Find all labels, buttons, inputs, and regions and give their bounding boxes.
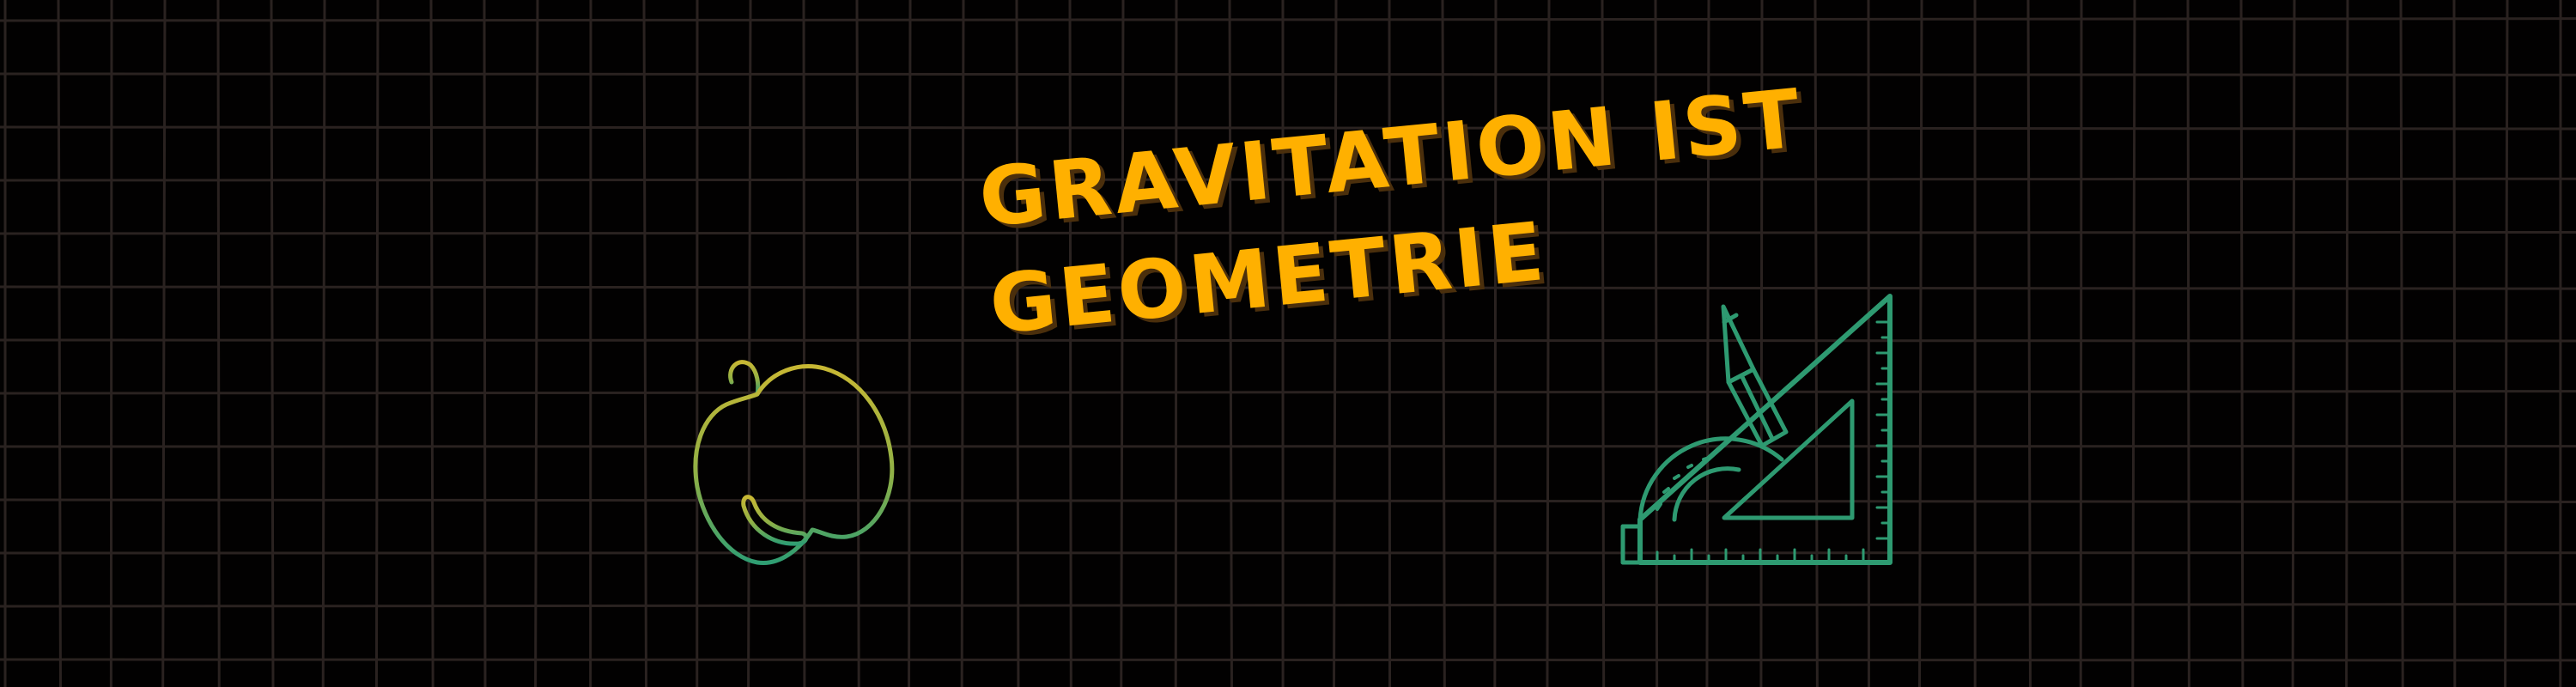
set-square-protractor-pencil-icon <box>1620 294 1893 565</box>
grid-line-vertical <box>1601 0 1606 687</box>
apple-outline <box>693 360 895 565</box>
grid-line-vertical <box>2452 0 2457 687</box>
grid-line-vertical <box>1654 0 1659 687</box>
grid-line-vertical <box>2131 0 2136 687</box>
grid-line-vertical <box>270 0 275 687</box>
grid-line-vertical <box>2239 0 2245 687</box>
set-square-vertical-ticks <box>1875 320 1892 540</box>
grid-line-vertical <box>1759 0 1764 687</box>
protractor <box>1637 436 1784 522</box>
grid-line-vertical <box>429 0 434 687</box>
grid-line-vertical <box>747 0 752 687</box>
grid-line-vertical <box>2504 0 2509 687</box>
grid-line-horizontal <box>0 285 2576 290</box>
set-square <box>1620 294 1893 565</box>
grid-line-vertical <box>1493 0 1498 687</box>
grid-line-vertical <box>908 0 912 687</box>
grid-line-vertical <box>960 0 965 687</box>
grid-line-horizontal <box>0 498 2576 503</box>
grid-line-vertical <box>1120 0 1125 687</box>
grid-line-vertical <box>1705 0 1710 687</box>
grid-line-vertical <box>802 0 806 687</box>
motion-lines <box>690 196 872 464</box>
grid-line-horizontal <box>0 17 2576 22</box>
grid-line-vertical <box>1333 0 1338 687</box>
grid-line-horizontal <box>0 603 2576 608</box>
grid-line-horizontal <box>0 338 2576 343</box>
grid-line-vertical <box>2345 0 2349 687</box>
grid-line-vertical <box>321 0 326 687</box>
grid-line-vertical <box>1015 0 1020 687</box>
grid-line-vertical <box>483 0 487 687</box>
grid-line-vertical <box>2399 0 2404 687</box>
grid-line-vertical <box>1918 0 1923 687</box>
set-square-horizontal-ticks <box>1656 548 1865 564</box>
grid-line-vertical <box>2026 0 2032 687</box>
grid-line-horizontal <box>0 72 2576 76</box>
grid-line-vertical <box>216 0 221 687</box>
grid-line-vertical <box>109 0 113 687</box>
grid-line-vertical <box>855 0 860 687</box>
grid-line-horizontal <box>0 125 2576 131</box>
grid-line-vertical <box>1388 0 1392 687</box>
grid-line-vertical <box>57 0 62 687</box>
grid-line-vertical <box>2291 0 2296 687</box>
grid-line-vertical <box>1441 0 1446 687</box>
grid-line-vertical <box>2186 0 2190 687</box>
grid-line-vertical <box>161 0 167 687</box>
grid-line-horizontal <box>0 230 2576 235</box>
grid-line-vertical <box>1068 0 1072 687</box>
grid-line-vertical <box>1814 0 1819 687</box>
grid-line-vertical <box>642 0 647 687</box>
grid-line-horizontal <box>0 177 2576 182</box>
grid-line-vertical <box>1546 0 1551 687</box>
falling-apple-icon <box>690 196 895 565</box>
pencil <box>1721 304 1789 448</box>
grid-line-vertical <box>374 0 380 687</box>
grid-line-horizontal <box>0 390 2576 395</box>
grid-line-vertical <box>534 0 539 687</box>
grid-line-vertical <box>1228 0 1233 687</box>
